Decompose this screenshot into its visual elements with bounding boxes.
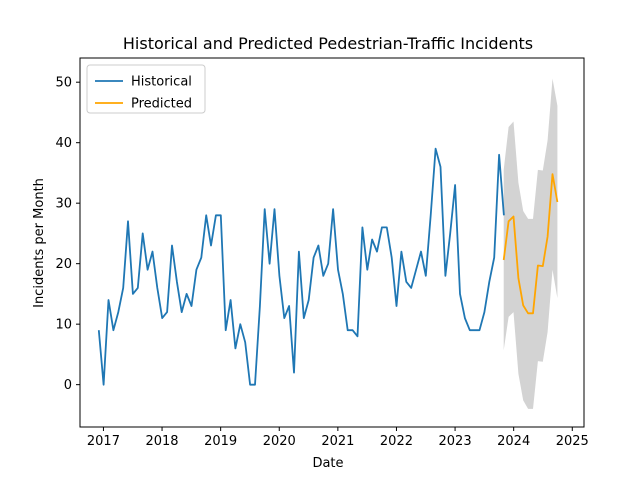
x-tick-label: 2017 bbox=[87, 434, 120, 449]
y-axis-label: Incidents per Month bbox=[32, 178, 47, 308]
legend-label-predicted: Predicted bbox=[131, 97, 192, 112]
plot-area bbox=[80, 58, 584, 427]
plot-background bbox=[80, 58, 584, 427]
y-axis-ticks: 0 10 20 30 40 50 bbox=[55, 76, 80, 393]
chart-title: Historical and Predicted Pedestrian-Traf… bbox=[123, 34, 533, 53]
legend-label-historical: Historical bbox=[131, 75, 192, 90]
x-tick-label: 2025 bbox=[556, 434, 589, 449]
plot-frame bbox=[79, 57, 585, 428]
x-tick-label: 2019 bbox=[204, 434, 237, 449]
series-line-historical bbox=[97, 147, 505, 386]
series-line-predicted bbox=[502, 173, 559, 315]
confidence-band bbox=[503, 78, 558, 409]
y-tick-label: 30 bbox=[55, 197, 72, 212]
x-tick-label: 2023 bbox=[439, 434, 472, 449]
x-tick-label: 2021 bbox=[321, 434, 354, 449]
y-tick-label: 10 bbox=[55, 318, 72, 333]
legend-box bbox=[86, 64, 206, 114]
series-line-layer bbox=[97, 147, 559, 386]
x-axis-ticks: 2017 2018 2019 2020 2021 2022 2023 2024 2025 bbox=[87, 427, 589, 449]
y-tick-label: 40 bbox=[55, 136, 72, 151]
legend: Historical Predicted bbox=[86, 64, 206, 114]
x-tick-label: 2020 bbox=[263, 434, 296, 449]
y-tick-label: 50 bbox=[55, 76, 72, 91]
x-axis-label: Date bbox=[312, 456, 343, 471]
x-tick-label: 2024 bbox=[497, 434, 530, 449]
x-tick-label: 2018 bbox=[145, 434, 178, 449]
y-tick-label: 20 bbox=[55, 257, 72, 272]
x-tick-label: 2022 bbox=[380, 434, 413, 449]
confidence-band-layer bbox=[503, 78, 558, 409]
y-tick-label: 0 bbox=[64, 378, 72, 393]
